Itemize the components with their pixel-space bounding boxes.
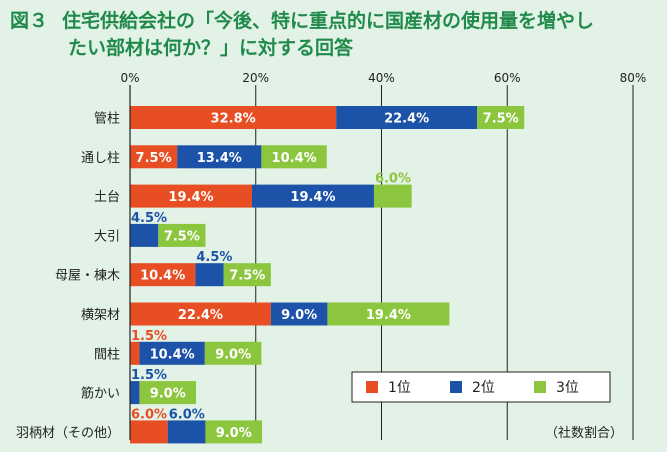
bar-segment [130,341,140,365]
bar-segment [130,223,159,247]
legend-label: 3位 [556,380,579,396]
data-label: 9.0% [215,347,251,362]
title-line-2: たい部材は何か？」に対する回答 [68,37,354,59]
chart-title: 図３ 住宅供給会社の「今後、特に重点的に国産材の使用量を増やし たい部材は何か？」… [10,8,660,62]
bar-segment [205,420,263,444]
figure-number: 図３ [10,10,49,32]
bar-segment [261,145,327,169]
bar-segment [130,263,196,287]
data-label: 7.5% [136,151,172,166]
bar-segment [373,184,412,208]
bar-segment [130,106,337,129]
bar-segment [139,341,205,365]
data-label: 19.4% [168,190,213,205]
bar-segment [204,341,262,365]
category-label: 土台 [94,190,120,205]
bar-segment [130,184,252,208]
data-label: 10.4% [140,269,185,284]
bar-segment [130,381,140,405]
bar-segment [336,106,478,129]
category-label: 通し柱 [81,151,120,166]
data-label: 7.5% [229,269,265,284]
category-label: 羽柄材（その他） [16,426,120,441]
category-label: 母屋・棟木 [55,269,120,284]
data-label: 32.8% [211,112,256,127]
bar-segment [177,145,262,169]
legend-swatch [534,381,546,393]
category-label: 間柱 [94,347,120,362]
bar-segment [167,420,206,444]
data-label: 19.4% [366,308,411,323]
data-label: 6.0% [375,172,411,187]
data-label: 9.0% [150,387,186,402]
bar-segment [270,302,328,326]
x-tick-label: 80% [620,71,647,85]
data-label: 22.4% [178,308,223,323]
x-tick-label: 20% [242,71,269,85]
category-label: 管柱 [94,112,120,127]
data-label: 13.4% [197,151,242,166]
bar-segment [223,263,271,287]
category-label: 横架材 [81,308,120,323]
data-label: 19.4% [290,190,335,205]
bar-segment [251,184,374,208]
data-label: 22.4% [384,112,429,127]
legend-swatch [366,381,378,393]
category-label: 大引 [94,229,120,244]
data-label: 7.5% [483,112,519,127]
bar-segment [327,302,450,326]
bar-segment [139,381,197,405]
title-line-1: 住宅供給会社の「今後、特に重点的に国産材の使用量を増やし [62,10,595,32]
bar-segment [477,106,525,129]
legend-swatch [450,381,462,393]
data-label: 4.5% [196,250,232,265]
data-label: 9.0% [216,426,252,441]
bar-segment [130,145,178,169]
legend-box [351,371,611,403]
x-tick-label: 60% [494,71,521,85]
data-label: 10.4% [272,151,317,166]
data-label: 7.5% [164,229,200,244]
data-label: 1.5% [131,368,167,383]
unit-note: （社数割合） [545,426,624,441]
bar-segment [158,223,206,247]
data-label: 6.0% [131,407,167,422]
bar-segment [195,263,224,287]
legend-label: 1位 [388,380,411,396]
data-label: 1.5% [131,329,167,344]
x-tick-label: 0% [120,71,139,85]
data-label: 6.0% [169,407,205,422]
x-tick-label: 40% [368,71,395,85]
data-label: 9.0% [281,308,317,323]
data-label: 4.5% [131,211,167,226]
data-label: 10.4% [150,347,195,362]
bar-segment [130,302,271,326]
bar-segment [130,420,168,444]
category-label: 筋かい [81,386,120,402]
legend-label: 2位 [472,380,495,396]
